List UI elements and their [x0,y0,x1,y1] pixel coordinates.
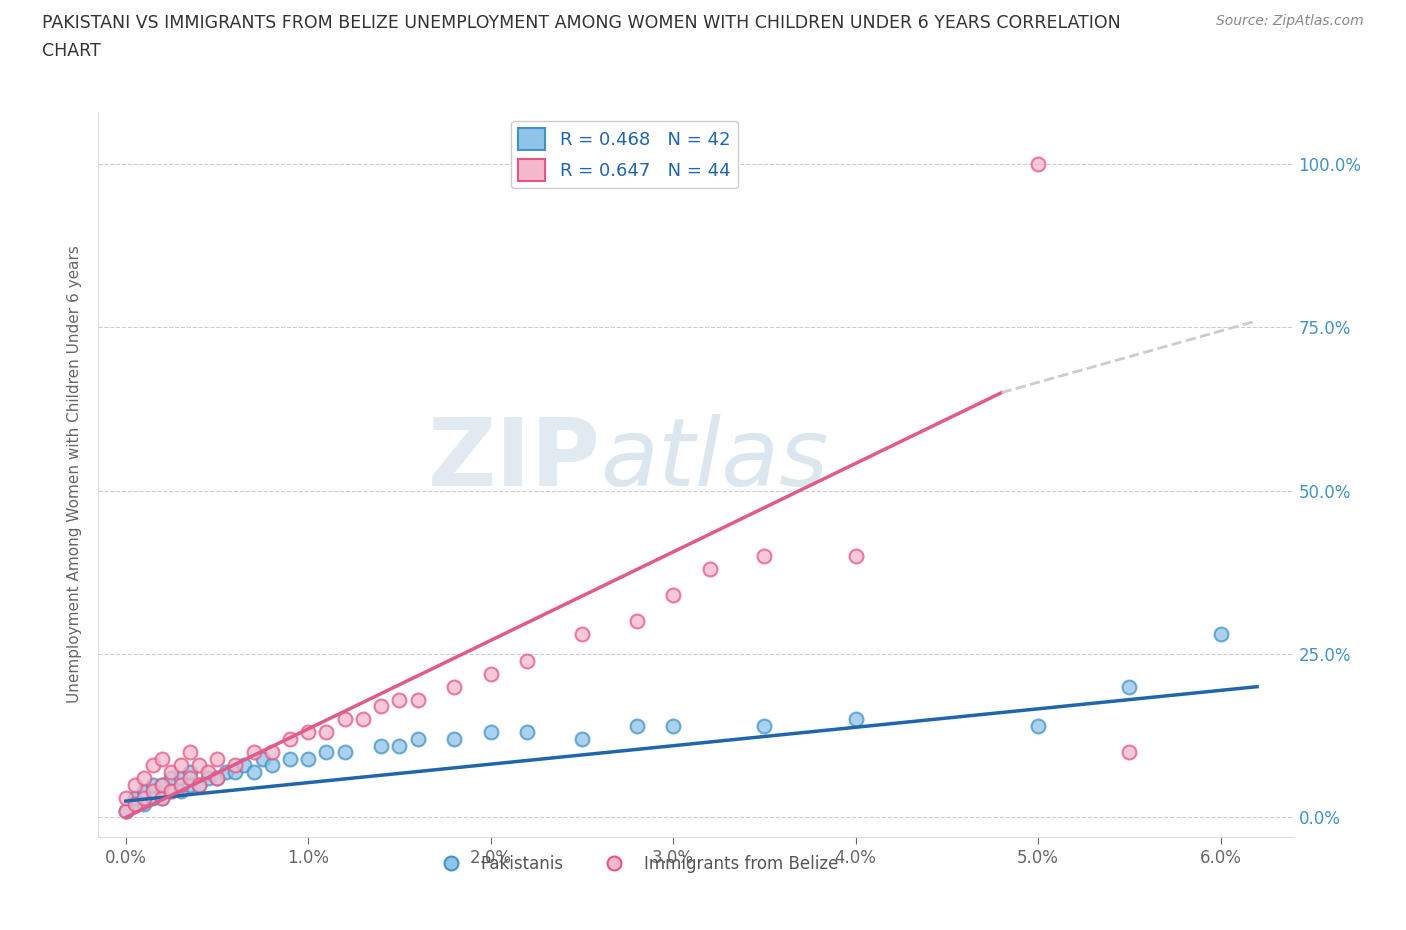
Point [406,692,429,707]
Point [132,784,155,799]
Point [845,549,868,564]
Point [187,777,209,792]
Point [205,771,228,786]
Point [114,804,136,818]
Point [160,784,183,799]
Text: atlas: atlas [600,414,828,505]
Point [179,745,201,760]
Point [626,719,648,734]
Point [205,751,228,766]
Point [754,719,776,734]
Point [124,797,146,812]
Point [260,745,283,760]
Point [187,777,209,792]
Point [160,771,183,786]
Point [571,627,593,642]
Point [160,784,183,799]
Point [150,751,173,766]
Point [370,738,392,753]
Point [169,777,191,792]
Point [297,725,319,740]
Point [169,784,191,799]
Point [406,732,429,747]
Point [142,777,165,792]
Point [150,777,173,792]
Point [142,790,165,805]
Point [626,614,648,629]
Point [242,745,264,760]
Point [370,698,392,713]
Text: CHART: CHART [42,42,101,60]
Point [260,758,283,773]
Point [142,784,165,799]
Point [124,777,146,792]
Point [571,732,593,747]
Point [224,764,246,779]
Point [169,771,191,786]
Text: PAKISTANI VS IMMIGRANTS FROM BELIZE UNEMPLOYMENT AMONG WOMEN WITH CHILDREN UNDER: PAKISTANI VS IMMIGRANTS FROM BELIZE UNEM… [42,14,1121,32]
Point [197,771,219,786]
Point [124,790,146,805]
Point [132,790,155,805]
Point [160,764,183,779]
Point [754,549,776,564]
Point [1026,719,1049,734]
Point [114,804,136,818]
Point [516,725,538,740]
Point [233,758,256,773]
Point [179,764,201,779]
Text: Source: ZipAtlas.com: Source: ZipAtlas.com [1216,14,1364,28]
Point [1026,156,1049,171]
Point [1118,745,1140,760]
Point [516,653,538,668]
Point [1118,679,1140,694]
Point [197,764,219,779]
Point [179,777,201,792]
Point [242,764,264,779]
Point [132,797,155,812]
Point [315,745,337,760]
Point [132,771,155,786]
Point [443,732,465,747]
Point [333,745,356,760]
Point [662,719,685,734]
Point [352,712,374,727]
Point [278,732,301,747]
Point [388,692,411,707]
Text: ZIP: ZIP [427,414,600,506]
Point [187,758,209,773]
Point [215,764,238,779]
Point [179,771,201,786]
Legend: Pakistanis, Immigrants from Belize: Pakistanis, Immigrants from Belize [427,848,845,880]
Point [479,666,502,681]
Point [114,790,136,805]
Point [278,751,301,766]
Point [297,751,319,766]
Point [252,751,274,766]
Point [150,790,173,805]
Point [150,777,173,792]
Point [443,679,465,694]
Point [333,712,356,727]
Point [224,758,246,773]
Point [124,797,146,812]
Point [479,725,502,740]
Point [845,712,868,727]
Point [142,758,165,773]
Point [662,588,685,603]
Point [1209,627,1232,642]
Point [315,725,337,740]
Y-axis label: Unemployment Among Women with Children Under 6 years: Unemployment Among Women with Children U… [67,246,83,703]
Point [388,738,411,753]
Point [150,790,173,805]
Point [205,771,228,786]
Point [699,562,721,577]
Point [169,758,191,773]
